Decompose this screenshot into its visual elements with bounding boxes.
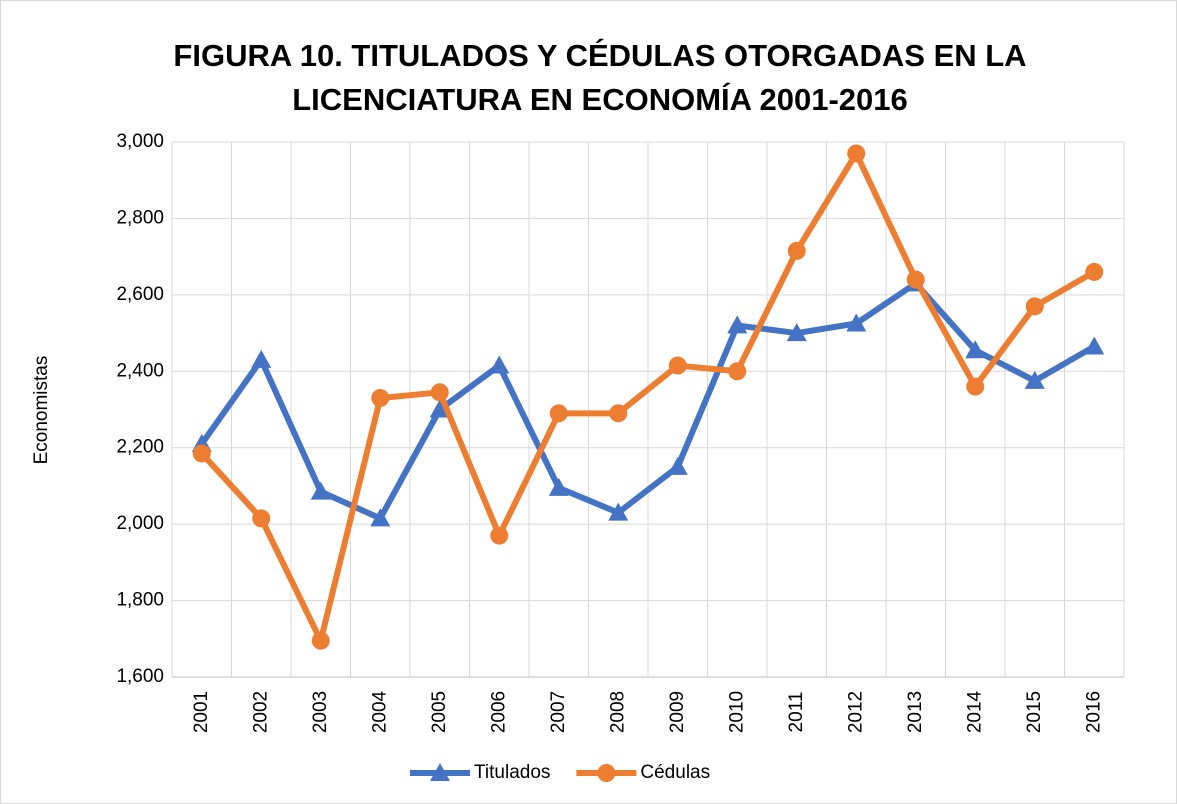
marker [489, 355, 510, 374]
x-tick-label: 2015 [1024, 691, 1045, 733]
legend-label: Titulados [474, 762, 550, 783]
y-tick-label: 2,200 [116, 437, 164, 458]
marker [430, 383, 449, 402]
marker [429, 399, 450, 418]
y-tick-label: 1,800 [116, 590, 164, 611]
marker [1084, 336, 1105, 355]
marker [370, 508, 391, 527]
x-tick-label: 2003 [310, 691, 331, 733]
y-tick-label: 2,600 [116, 284, 164, 305]
marker [965, 340, 986, 359]
marker [310, 481, 331, 500]
marker [786, 323, 807, 342]
marker [548, 477, 569, 496]
x-tick-label: 2002 [250, 691, 271, 733]
marker [846, 313, 867, 332]
marker [906, 270, 925, 289]
marker [490, 526, 509, 545]
marker [371, 389, 390, 408]
marker [728, 362, 747, 381]
marker [430, 763, 450, 781]
legend-label: Cédulas [640, 762, 710, 783]
marker [667, 456, 688, 475]
x-tick-label: 2011 [786, 692, 807, 733]
marker [1085, 262, 1104, 281]
marker [1025, 297, 1044, 316]
marker [251, 349, 272, 368]
y-tick-label: 2,400 [116, 360, 164, 381]
marker [252, 509, 271, 528]
series-line [199, 280, 1096, 522]
x-tick-label: 2001 [191, 691, 212, 733]
x-tick-label: 2009 [667, 691, 688, 733]
x-tick-label: 2005 [429, 691, 450, 733]
y-tick-label: 3,000 [116, 131, 164, 152]
marker [668, 356, 687, 375]
y-tick-label: 1,600 [116, 666, 164, 687]
marker [1024, 370, 1045, 389]
marker [966, 377, 985, 396]
x-tick-label: 2016 [1083, 691, 1104, 733]
marker [549, 404, 568, 423]
marker [727, 315, 748, 334]
y-tick-label: 2,800 [116, 207, 164, 228]
marker [787, 241, 806, 260]
x-tick-label: 2013 [905, 691, 926, 733]
chart-title: FIGURA 10. TITULADOS Y CÉDULAS OTORGADAS… [173, 38, 1027, 117]
marker [311, 631, 330, 650]
x-tick-label: 2006 [488, 691, 509, 733]
x-tick-label: 2004 [369, 690, 390, 733]
x-tick-label: 2014 [964, 690, 985, 733]
y-tick-label: 2,000 [116, 513, 164, 534]
marker [608, 502, 629, 521]
marker [847, 144, 866, 163]
marker [597, 764, 616, 782]
y-axis-label: Economistas [31, 356, 52, 465]
x-tick-label: 2008 [607, 691, 628, 733]
series-line [199, 150, 1096, 644]
x-tick-label: 2012 [845, 691, 866, 733]
x-tick-label: 2007 [548, 691, 569, 733]
x-tick-label: 2010 [726, 691, 747, 733]
marker [192, 444, 211, 463]
marker [609, 404, 628, 423]
